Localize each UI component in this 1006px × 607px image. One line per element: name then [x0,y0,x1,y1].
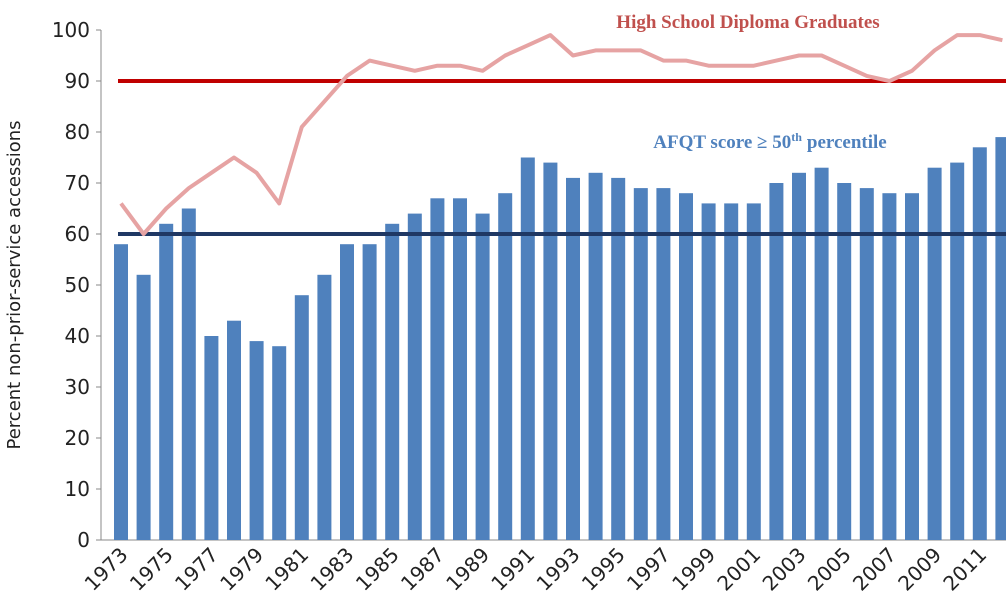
x-tick-label: 2005 [803,543,856,596]
bar [159,223,174,541]
x-tick-label: 2001 [712,543,765,596]
x-tick-label: 1987 [396,543,449,596]
x-tick-label: 2007 [848,543,901,596]
y-tick-label: 80 [65,120,90,144]
bar [656,188,671,540]
annotation-superscript: th [791,130,802,144]
y-tick-label: 10 [65,477,90,501]
bar [498,193,513,540]
x-tick-label: 1989 [441,543,494,596]
bar [679,193,693,540]
bar [950,162,965,540]
bar [453,198,467,541]
bar [633,188,648,540]
x-tick-label: 2011 [938,543,991,596]
y-tick-label: 100 [52,18,90,42]
annotation-text: AFQT score ≥ 50 [653,132,791,153]
x-tick-label: 2009 [893,543,946,596]
bar [882,193,897,540]
bar [566,177,580,540]
bar [972,147,987,541]
bar [611,177,626,540]
bar [249,341,264,540]
bar [136,274,151,540]
bar [520,157,535,540]
y-tick-label: 50 [65,273,90,297]
x-tick-label: 1997 [622,543,675,596]
y-axis-title: Percent non-prior-service accessions [4,120,25,449]
bar [724,203,739,540]
x-tick-label: 1975 [125,543,178,596]
y-tick-label: 20 [65,426,90,450]
bar [204,336,219,540]
y-tick-label: 40 [65,324,90,348]
bar [362,244,377,540]
bar [701,203,716,540]
annotation-text: percentile [807,132,887,153]
bar [859,188,874,540]
annotation: High School Diploma Graduates [616,12,879,33]
annotation: AFQT score ≥ 50th percentile [653,130,886,153]
y-tick-label: 90 [65,69,90,93]
x-tick-label: 1983 [306,543,359,596]
bar [272,346,287,540]
bar [407,213,422,540]
bar [792,172,806,541]
y-tick-label: 60 [65,222,90,246]
x-tick-label: 1999 [667,543,720,596]
y-tick-label: 0 [77,528,90,552]
bar [385,223,400,541]
bar [543,162,558,540]
bar [837,183,852,540]
line [119,33,1003,236]
bar [746,203,761,540]
x-tick-label: 2003 [758,543,811,596]
x-tick-label: 1995 [577,543,630,596]
x-tick-label: 1993 [532,543,585,596]
bar [227,320,241,540]
bar [769,183,784,540]
bar [588,172,603,541]
bar [430,198,445,541]
x-tick-label: 1981 [260,543,313,596]
y-tick-label: 30 [65,375,90,399]
bar [475,213,490,540]
bar [995,137,1006,540]
bar [814,167,829,540]
bar [181,208,196,540]
bar [317,274,332,540]
bar [114,244,128,540]
x-tick-label: 1977 [170,543,223,596]
x-tick-label: 1979 [215,543,268,596]
y-tick-label: 70 [65,171,90,195]
bar [905,193,919,540]
bar [927,167,942,540]
x-tick-label: 1991 [486,543,539,596]
bar [294,295,309,540]
bar [340,244,354,540]
x-tick-label: 1985 [351,543,404,596]
